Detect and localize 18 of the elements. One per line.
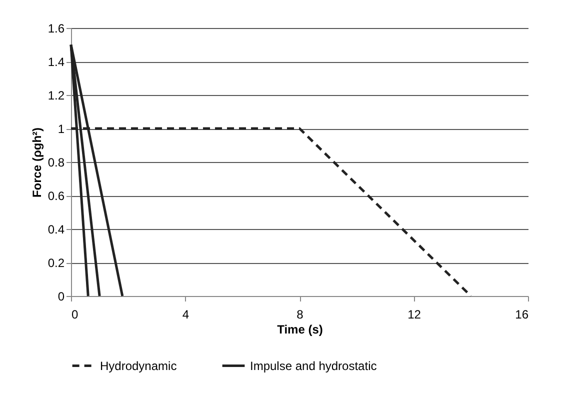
y-tick-label: 0.8 <box>48 156 65 170</box>
y-tick-label: 0.4 <box>48 222 65 236</box>
y-tick-label: 1.2 <box>48 88 65 102</box>
x-tick-label: 16 <box>515 308 529 322</box>
x-axis-title: Time (s) <box>277 322 323 336</box>
y-tick-label: 1.4 <box>48 55 65 69</box>
x-tick-label: 12 <box>408 308 422 322</box>
y-tick-label: 0.2 <box>48 256 65 270</box>
y-axis-title: Force (ρgh²) <box>30 127 44 198</box>
y-tick-label: 0.6 <box>48 189 65 203</box>
y-tick-label: 1 <box>58 122 65 136</box>
legend-label: Hydrodynamic <box>100 358 177 373</box>
x-tick-label: 4 <box>182 308 190 322</box>
x-tick-label: 0 <box>72 308 78 322</box>
legend-label: Impulse and hydrostatic <box>250 358 377 373</box>
y-tick-label: 1.6 <box>48 22 65 36</box>
x-tick-label: 8 <box>296 308 304 322</box>
y-tick-label: 0 <box>58 290 65 304</box>
